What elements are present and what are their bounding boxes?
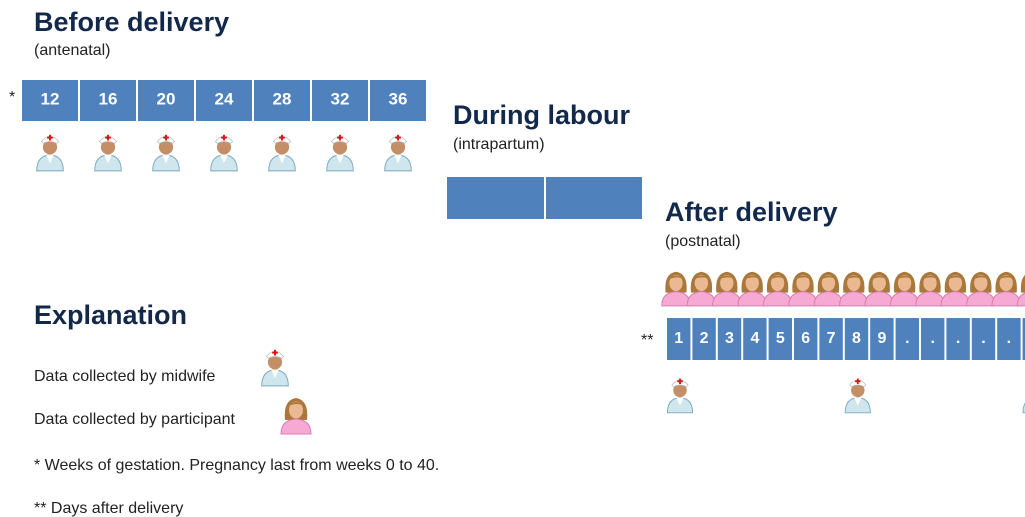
midwife-icon xyxy=(37,135,64,171)
marker: ** xyxy=(641,332,653,349)
midwife-icon xyxy=(327,135,354,171)
midwife-icon xyxy=(95,135,122,171)
page: Before delivery (antenatal) * During lab… xyxy=(0,0,1025,517)
participant-icon xyxy=(890,272,919,306)
cell-label: 2 xyxy=(700,330,709,347)
cell-label: 6 xyxy=(801,330,810,347)
section-title: Explanation xyxy=(34,300,187,330)
content: Before delivery (antenatal) * During lab… xyxy=(9,7,1025,517)
midwife-icon xyxy=(845,379,870,413)
cell-label: 32 xyxy=(331,89,350,108)
midwife-icon xyxy=(385,135,412,171)
cell-label: . xyxy=(905,330,909,347)
participant-icon xyxy=(1017,272,1025,306)
section-title: During labour xyxy=(453,100,630,130)
cell-label: 24 xyxy=(215,89,234,108)
cell-label: 12 xyxy=(41,89,60,108)
participant-icon xyxy=(916,272,945,306)
participant-icon xyxy=(789,272,818,306)
midwife-icon xyxy=(262,350,289,386)
cell-label: . xyxy=(930,330,934,347)
midwife-icon xyxy=(269,135,296,171)
participant-icon xyxy=(687,272,716,306)
section-subtitle: (antenatal) xyxy=(34,42,111,59)
note: ** Days after delivery xyxy=(34,500,183,517)
diagram: Before delivery (antenatal) * During lab… xyxy=(0,0,1025,517)
participant-icon xyxy=(281,398,311,434)
legend-text: Data collected by participant xyxy=(34,411,236,428)
midwife-icon xyxy=(211,135,238,171)
cell-label: 4 xyxy=(750,330,759,347)
cell-label: 7 xyxy=(827,330,836,347)
cell-label: 9 xyxy=(877,330,886,347)
cell xyxy=(447,177,544,219)
cell-label: 3 xyxy=(725,330,734,347)
cell-label: 20 xyxy=(157,89,176,108)
cell-label: 1 xyxy=(674,330,683,347)
cell-label: 5 xyxy=(776,330,785,347)
cell-label: . xyxy=(956,330,960,347)
cell-label: 16 xyxy=(99,89,118,108)
cell-label: . xyxy=(1007,330,1011,347)
participant-icon xyxy=(992,272,1021,306)
cell-label: . xyxy=(981,330,985,347)
participant-icon xyxy=(713,272,742,306)
participant-icon xyxy=(967,272,996,306)
marker: * xyxy=(9,89,15,106)
participant-icon xyxy=(814,272,843,306)
cell-label: 28 xyxy=(273,89,292,108)
cell-label: 8 xyxy=(852,330,861,347)
participant-icon xyxy=(763,272,792,306)
participant-icon xyxy=(941,272,970,306)
legend-text: Data collected by midwife xyxy=(34,368,216,385)
participant-icon xyxy=(738,272,767,306)
cell-label: 36 xyxy=(389,89,408,108)
participant-icon xyxy=(865,272,894,306)
section-subtitle: (postnatal) xyxy=(665,233,741,250)
section-title: Before delivery xyxy=(34,7,229,37)
midwife-icon xyxy=(667,379,692,413)
cell xyxy=(546,177,642,219)
midwife-icon xyxy=(153,135,180,171)
section-title: After delivery xyxy=(665,197,838,227)
participant-icon xyxy=(840,272,869,306)
note: * Weeks of gestation. Pregnancy last fro… xyxy=(34,457,439,474)
section-subtitle: (intrapartum) xyxy=(453,136,545,153)
participant-icon xyxy=(662,272,691,306)
